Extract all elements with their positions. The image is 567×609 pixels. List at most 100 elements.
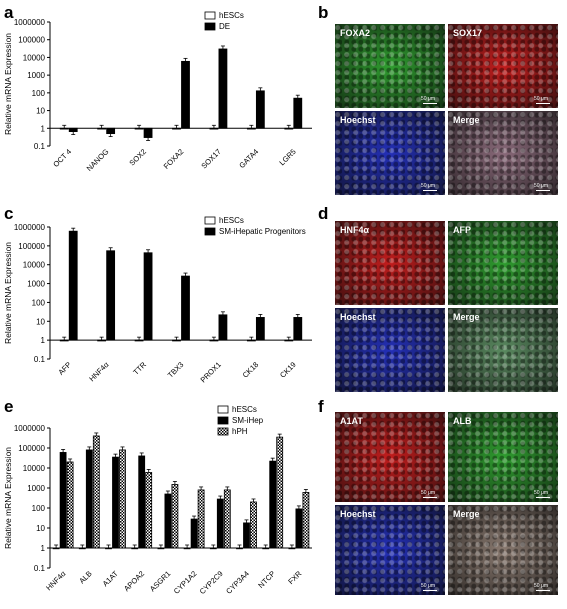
micrograph-label: Merge [453,509,480,519]
legend-label: hESCs [219,11,244,20]
bar [293,317,303,341]
micrograph-label: SOX17 [453,28,483,38]
y-tick-label: 10000 [23,261,46,270]
bar [276,436,284,549]
y-tick-label: 1 [41,124,46,133]
bar [171,484,179,549]
micrograph-merge [448,505,558,595]
legend-label: hESCs [232,405,257,414]
y-tick-label: 1000000 [14,223,46,232]
micrograph-label: FOXA2 [340,28,371,38]
scale-bar [536,497,550,498]
bar [97,339,107,342]
micrograph-label: Hoechst [340,115,376,125]
y-tick-label: 100000 [18,444,45,453]
x-tick-label: PROX1 [198,360,222,384]
bar [164,493,172,549]
bar [218,314,228,341]
micrograph-hoechst [335,505,445,595]
bar [97,127,107,130]
bar [288,547,296,550]
micrograph-label: ALB [453,416,472,426]
bar [284,127,294,130]
x-tick-label: AFP [56,360,73,377]
panel-label-b: b [318,3,329,22]
micrograph-sox17 [448,24,558,108]
x-tick-label: OCT 4 [51,147,73,169]
bar [134,127,144,130]
y-axis-label: Relative mRNA Expression [3,242,13,344]
y-tick-label: 100 [32,89,46,98]
y-tick-label: 10 [36,107,45,116]
bar [293,97,303,129]
bar [59,127,69,130]
y-tick-label: 100 [32,298,46,307]
legend-label: SM-iHep [232,416,264,425]
x-tick-label: A1AT [101,569,121,589]
bar [92,435,100,549]
legend-swatch [204,11,216,20]
bar [52,547,60,550]
scale-bar-label: 50 μm [534,96,548,102]
scale-bar [423,590,437,591]
bar [183,547,191,550]
bar [209,127,219,130]
bar [262,547,270,550]
bar [106,250,116,341]
panel-label-c: c [4,204,14,223]
bar [59,452,67,549]
y-tick-label: 0.1 [34,142,46,151]
x-tick-label: HNF4α [87,360,111,384]
x-tick-label: CK18 [241,360,261,380]
bar [157,547,165,550]
x-tick-label: LGR5 [277,147,297,167]
legend-swatch [217,416,229,425]
micrograph-alb [448,412,558,502]
y-tick-label: 100000 [18,242,45,251]
y-tick-label: 100 [32,504,46,513]
micrograph-label: AFP [453,225,471,235]
bar [236,547,243,550]
y-tick-label: 1000000 [14,424,46,433]
micrograph-label: Hoechst [340,312,376,322]
legend-label: hESCs [219,216,244,225]
micrograph-merge [448,111,558,195]
legend-swatch [217,427,229,436]
bar [112,456,119,549]
x-tick-label: ALB [77,569,93,585]
scale-bar-label: 50 μm [421,583,435,589]
bar [119,449,126,549]
bar [68,230,78,341]
bar [134,339,144,342]
bar [209,547,217,550]
bar [255,90,265,129]
bar [197,489,205,549]
y-tick-label: 10 [36,524,45,533]
bar [255,317,265,341]
x-tick-label: NANOG [85,147,111,173]
bar [181,275,190,341]
legend-label: DE [219,22,230,31]
bar [85,449,93,549]
bar [243,522,250,549]
bar [246,127,256,130]
bar [246,339,256,342]
micrograph-hoechst [335,308,445,392]
y-tick-label: 1 [41,336,46,345]
x-tick-label: SOX2 [127,147,148,168]
bar [105,547,112,550]
y-axis-label: Relative mRNA Expression [3,447,13,549]
bar [66,461,74,549]
chart-c: 0.1 1 10 100 1000 10000 100000 1000000 Relative … [3,216,312,384]
micrograph-hnf4α [335,221,445,305]
scale-bar [423,497,437,498]
micrograph-a1at [335,412,445,502]
scale-bar [423,190,437,191]
x-tick-label: FOXA2 [162,147,186,171]
legend-label: SM-iHepatic Progenitors [219,227,306,236]
bar [216,498,224,549]
bar [223,489,231,549]
micrograph-label: Merge [453,115,480,125]
micrograph-hoechst [335,111,445,195]
x-tick-label: FXR [286,569,303,586]
